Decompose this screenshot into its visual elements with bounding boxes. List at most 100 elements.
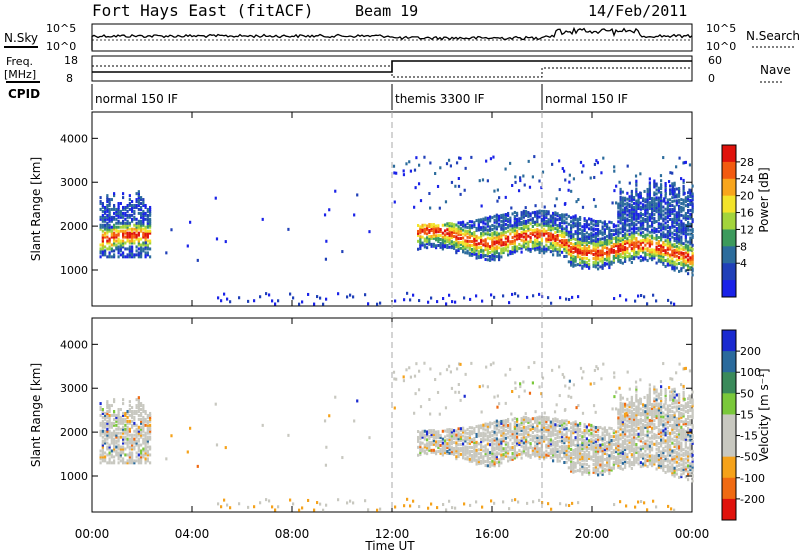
velocity-cell: [146, 453, 149, 457]
velocity-cell: [486, 422, 489, 426]
power-cell: [671, 259, 674, 263]
power-cell: [660, 216, 663, 220]
velocity-cell: [459, 452, 462, 456]
velocity-cell: [137, 459, 140, 463]
power-cell: [498, 232, 501, 236]
power-cell: [630, 189, 633, 193]
velocity-cell: [558, 439, 561, 443]
velocity-cell: [119, 408, 122, 412]
power-cell: [119, 213, 122, 217]
power-cell: [682, 242, 685, 246]
velocity-cell: [572, 451, 575, 455]
velocity-cell: [637, 422, 640, 426]
velocity-cell: [106, 423, 109, 427]
power-cell: [653, 252, 656, 256]
velocity-cell: [428, 446, 431, 450]
power-cell: [131, 203, 134, 207]
velocity-cell: [630, 425, 633, 429]
velocity-cell: [588, 472, 591, 476]
power-cell: [489, 229, 492, 233]
power-cell: [626, 233, 629, 237]
velocity-cell: [601, 457, 604, 461]
power-cell: [619, 260, 622, 264]
power-cell: [534, 246, 537, 250]
power-cell: [585, 247, 588, 251]
power-cell: [673, 252, 676, 256]
velocity-cell: [558, 455, 561, 459]
power-cell: [106, 205, 109, 209]
power-cell: [498, 238, 501, 242]
velocity-cell: [122, 451, 125, 455]
power-cell: [644, 227, 647, 231]
velocity-cell: [462, 428, 465, 432]
power-cell: [540, 229, 543, 233]
power-cell: [144, 235, 147, 239]
velocity-cell: [642, 419, 645, 423]
power-cell: [669, 229, 672, 233]
velocity-cell: [475, 452, 478, 456]
velocity-cell: [642, 426, 645, 430]
power-cell: [635, 205, 638, 209]
velocity-cell: [459, 437, 462, 441]
velocity-cell: [507, 441, 510, 445]
velocity-cell: [637, 450, 640, 454]
velocity-cell: [513, 436, 516, 440]
velocity-cell: [621, 404, 624, 408]
velocity-cell: [115, 417, 118, 421]
power-cell: [637, 248, 640, 252]
velocity-cell: [624, 428, 627, 432]
velocity-cell: [489, 451, 492, 455]
power-cell: [137, 255, 140, 259]
velocity-cell: [486, 450, 489, 454]
power-cell: [666, 253, 669, 257]
velocity-cell: [513, 426, 516, 430]
power-cell: [680, 223, 683, 227]
power-cell: [520, 211, 523, 215]
power-cell: [525, 239, 528, 243]
power-cell: [473, 231, 476, 235]
velocity-cell: [491, 430, 494, 434]
velocity-cell: [117, 413, 120, 417]
velocity-cell: [146, 427, 149, 431]
velocity-cell: [137, 453, 140, 457]
velocity-cell: [628, 448, 631, 452]
power-cell: [549, 228, 552, 232]
power-cell: [633, 245, 636, 249]
velocity-cell: [516, 425, 519, 429]
velocity-cell: [144, 417, 147, 421]
power-cell: [563, 221, 566, 225]
power-cell: [484, 218, 487, 222]
velocity-cell: [106, 409, 109, 413]
velocity-cell: [633, 407, 636, 411]
velocity-cell: [140, 425, 143, 429]
power-cell: [637, 244, 640, 248]
velocity-cell: [635, 433, 638, 437]
velocity-cell: [468, 435, 471, 439]
power-cell: [662, 235, 665, 239]
velocity-cell: [608, 440, 611, 444]
power-cell: [146, 209, 149, 213]
power-cell: [614, 201, 618, 205]
power-cell: [115, 235, 118, 239]
power-cell: [444, 239, 447, 243]
nsky-axis-top: 10^5: [46, 22, 76, 35]
velocity-cell: [648, 411, 651, 415]
power-cell: [648, 256, 651, 260]
power-cell: [117, 231, 120, 235]
power-cell: [128, 194, 131, 198]
power-cell: [549, 220, 552, 224]
velocity-cell: [439, 443, 442, 447]
velocity-cell: [421, 429, 424, 433]
power-cell: [525, 212, 528, 216]
power-cell: [572, 264, 575, 268]
velocity-cell: [552, 423, 555, 427]
velocity-cell: [579, 455, 582, 459]
power-cell: [637, 226, 640, 230]
velocity-cell: [630, 405, 633, 409]
power-cell: [630, 233, 633, 237]
power-cell: [525, 233, 528, 237]
power-cell: [149, 217, 152, 221]
velocity-cell: [554, 425, 557, 429]
power-cell: [128, 227, 131, 231]
power-cell: [115, 207, 118, 211]
